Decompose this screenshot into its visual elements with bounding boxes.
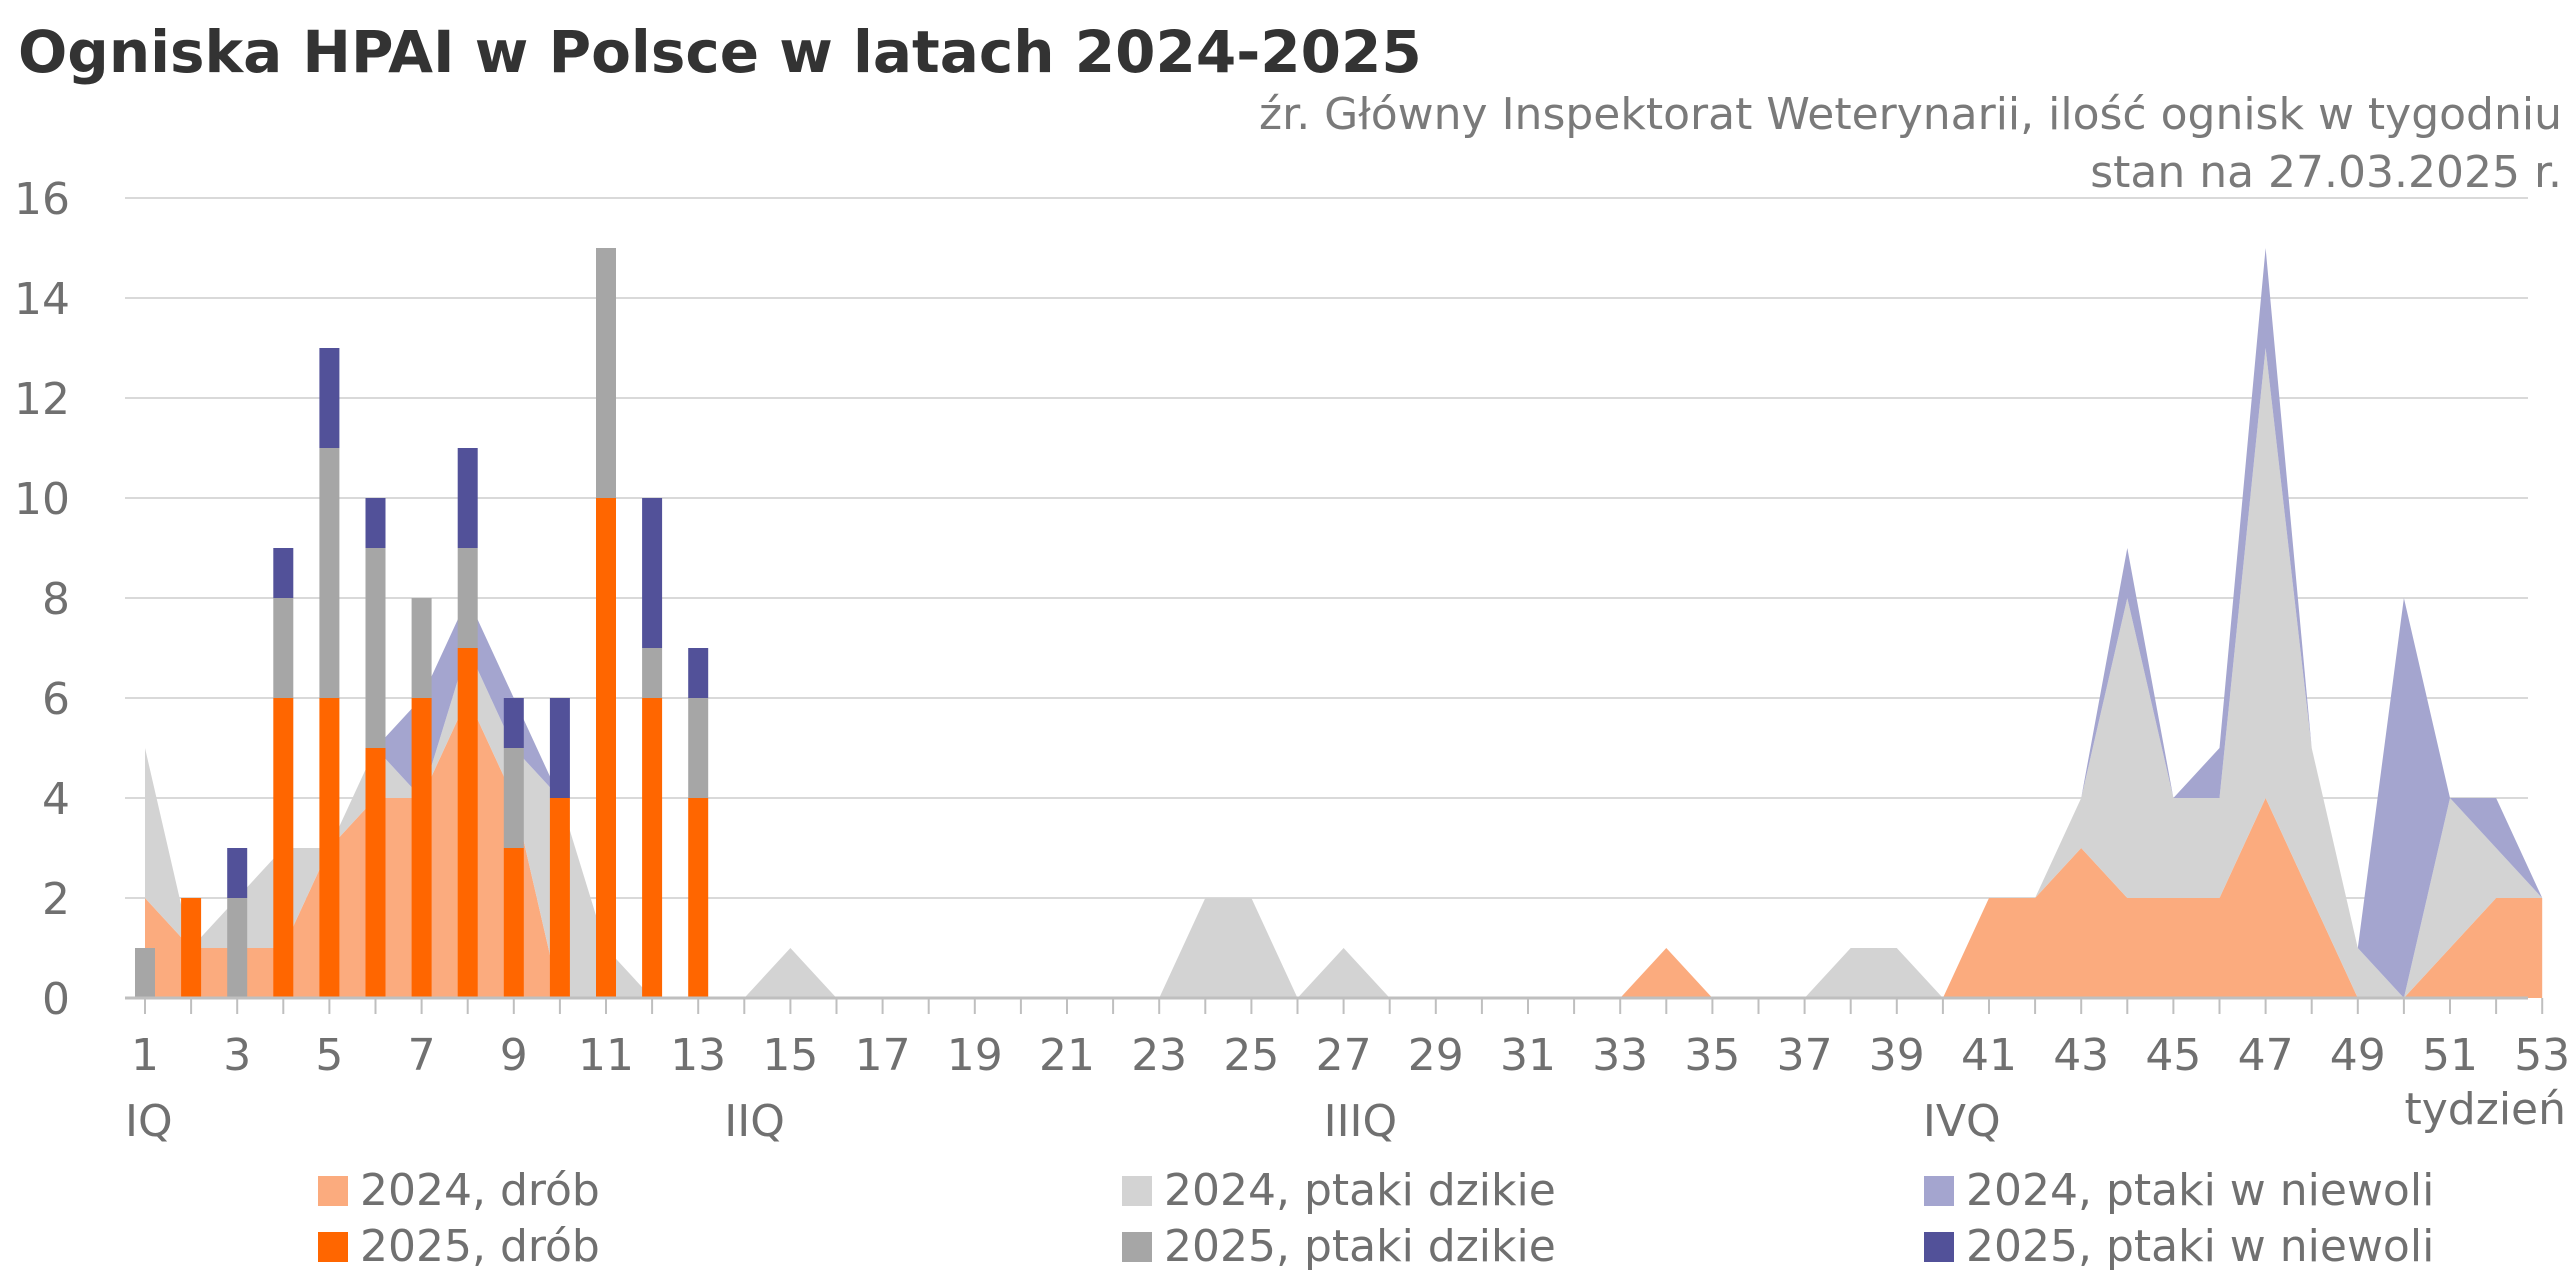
bar [135,948,155,998]
y-tick-label: 14 [14,274,70,325]
x-tick-label: 21 [1039,1030,1095,1081]
bar [411,698,432,998]
x-tick-label: 39 [1869,1030,1925,1081]
bar [181,898,202,998]
legend-swatch [1924,1231,1954,1262]
quarter-label: IIQ [724,1096,785,1147]
y-tick-label: 10 [14,474,70,525]
legend-item: 2025, drób [318,1221,600,1272]
legend-item: 2024, ptaki dzikie [1122,1165,1556,1216]
x-tick-label: 35 [1684,1030,1740,1081]
x-tick-label: 1 [131,1030,159,1081]
bar [503,748,524,848]
x-tick-label: 5 [315,1030,343,1081]
x-tick-label: 43 [2053,1030,2109,1081]
bar [273,598,294,698]
x-tick-label: 47 [2238,1030,2294,1081]
legend-label: 2024, ptaki dzikie [1164,1165,1556,1216]
bar [642,648,663,698]
bar [319,448,340,698]
y-tick-label: 6 [42,674,70,725]
x-tick-label: 13 [670,1030,726,1081]
x-tick-label: 27 [1316,1030,1372,1081]
bar [688,648,709,698]
subtitle-date: stan na 27.03.2025 r. [2090,147,2562,198]
bar [273,548,294,598]
bar [227,898,248,998]
x-tick-label: 31 [1500,1030,1556,1081]
bar [503,848,524,998]
bar [457,548,478,648]
x-tick-label: 51 [2422,1030,2478,1081]
x-tick-label: 45 [2145,1030,2201,1081]
legend-label: 2024, drób [360,1165,600,1216]
x-tick-label: 19 [947,1030,1003,1081]
legend-label: 2025, drób [360,1221,600,1272]
x-tick-label: 23 [1131,1030,1187,1081]
legend-item: 2025, ptaki w niewoli [1924,1221,2434,1272]
subtitle-source: źr. Główny Inspektorat Weterynarii, iloś… [1259,89,2562,140]
bar [365,548,386,748]
bar [227,848,248,898]
quarter-label: IIIQ [1324,1096,1398,1147]
chart-title: Ogniska HPAI w Polsce w latach 2024-2025 [18,18,1422,86]
bar [503,698,524,748]
legend-swatch [1122,1231,1152,1262]
x-tick-label: 53 [2514,1030,2570,1081]
chart-legend: 2024, drób 2024, ptaki dzikie 2024, ptak… [0,1155,2576,1275]
chart-subtitle: źr. Główny Inspektorat Weterynarii, iloś… [1259,86,2562,202]
legend-label: 2025, ptaki w niewoli [1966,1221,2435,1272]
x-tick-label: 7 [408,1030,436,1081]
x-tick-label: 49 [2330,1030,2386,1081]
x-axis-unit-label: tydzień [2405,1084,2567,1135]
legend-label: 2024, ptaki w niewoli [1966,1165,2435,1216]
y-tick-label: 2 [42,874,70,925]
bar [549,698,570,798]
legend-item: 2024, ptaki w niewoli [1924,1165,2434,1216]
legend-swatch [1122,1175,1152,1206]
quarter-label: IVQ [1923,1096,2001,1147]
x-tick-label: 33 [1592,1030,1648,1081]
y-tick-label: 16 [14,174,70,225]
bar [688,798,709,998]
x-tick-label: 15 [762,1030,818,1081]
x-tick-label: 37 [1777,1030,1833,1081]
x-tick-label: 29 [1408,1030,1464,1081]
bar [319,698,340,998]
legend-item: 2025, ptaki dzikie [1122,1221,1556,1272]
bar [457,448,478,548]
bar [319,348,340,448]
legend-label: 2025, ptaki dzikie [1164,1221,1556,1272]
x-tick-label: 25 [1223,1030,1279,1081]
x-tick-label: 9 [500,1030,528,1081]
bar [642,698,663,998]
quarter-label: IQ [125,1096,173,1147]
bar [411,598,432,698]
bar [365,748,386,998]
y-tick-label: 4 [42,774,70,825]
x-tick-label: 41 [1961,1030,2017,1081]
x-tick-label: 17 [855,1030,911,1081]
x-tick-label: 11 [578,1030,634,1081]
bar [596,498,616,998]
bar [642,498,663,648]
legend-swatch [318,1175,348,1206]
bar [457,648,478,998]
legend-swatch [1924,1175,1954,1206]
bar [273,698,294,998]
y-tick-label: 8 [42,574,70,625]
bar [549,798,570,998]
bar [596,248,616,498]
legend-item: 2024, drób [318,1165,600,1216]
legend-swatch [318,1231,348,1262]
x-tick-label: 3 [223,1030,251,1081]
bar [365,498,386,548]
bar [688,698,709,798]
y-tick-label: 0 [42,974,70,1025]
y-tick-label: 12 [14,374,70,425]
